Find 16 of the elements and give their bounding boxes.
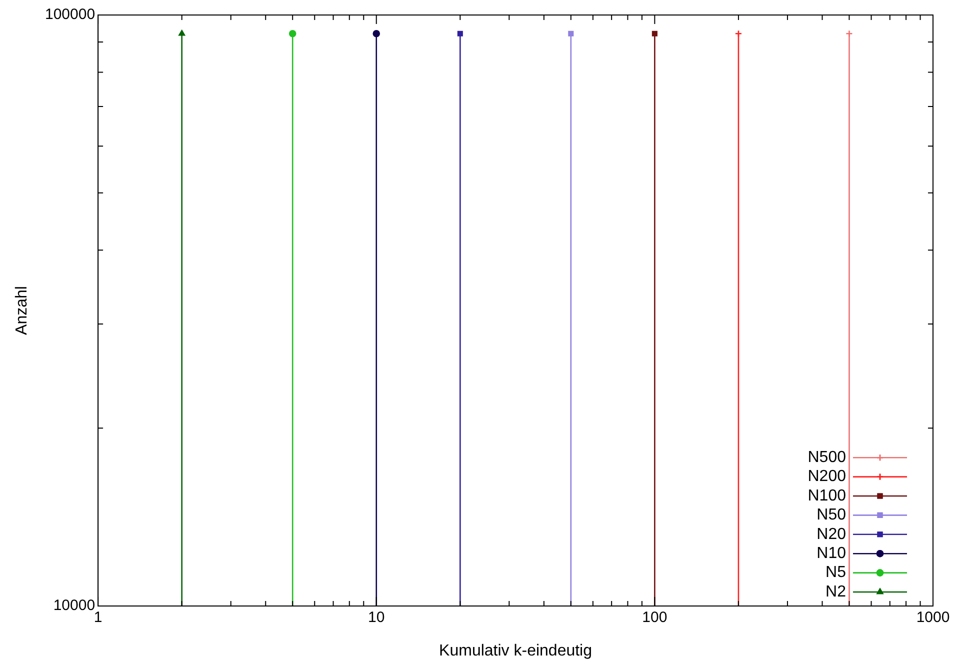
x-tick-label: 10 [368,609,385,626]
y-tick-label: 10000 [53,597,96,614]
legend-label: N100 [808,487,846,504]
x-tick-label: 100 [642,609,668,626]
y-axis-title: Anzahl [13,286,30,335]
x-tick-label: 1 [94,609,102,626]
legend-label: N2 [826,583,846,600]
x-axis-title: Kumulativ k-eindeutig [439,642,592,660]
legend-label: N50 [816,506,846,524]
legend-label: N5 [826,564,846,582]
y-tick-label: 100000 [44,6,96,24]
legend-label: N10 [816,545,846,562]
legend-label: N200 [808,468,846,486]
legend-label: N500 [808,449,846,466]
x-tick-label: 1000 [916,609,950,626]
legend-label: N20 [816,526,846,543]
